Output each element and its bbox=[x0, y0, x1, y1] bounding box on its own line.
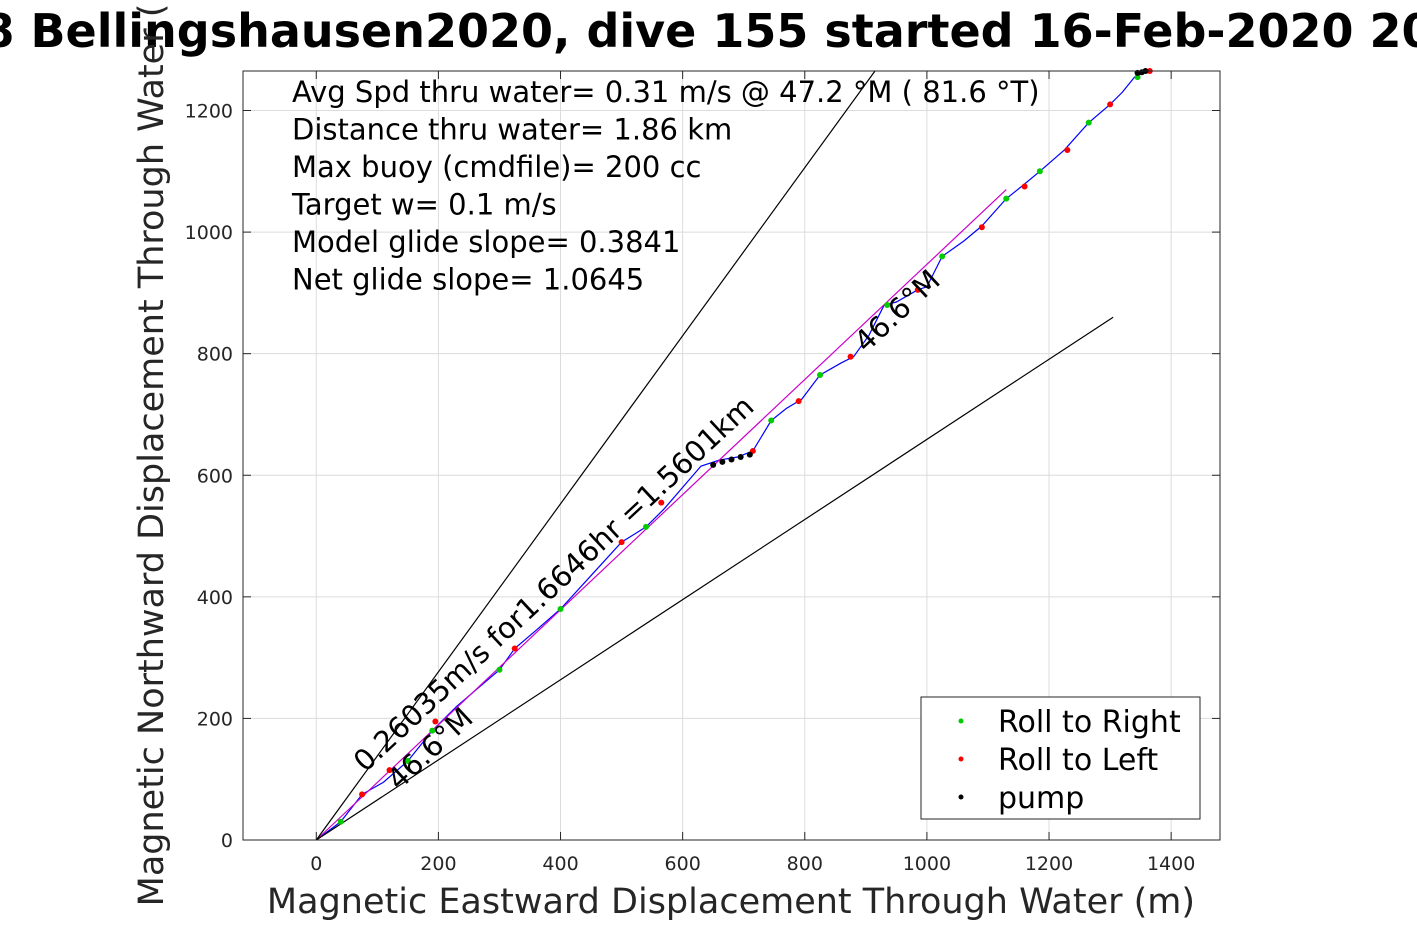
y-axis-label: Magnetic Northward Displacement Through … bbox=[132, 4, 172, 907]
marker-pump bbox=[710, 461, 717, 468]
info-line: Avg Spd thru water= 0.31 m/s @ 47.2 °M (… bbox=[292, 75, 1040, 109]
info-line: Distance thru water= 1.86 km bbox=[292, 113, 732, 147]
marker-roll-to-right bbox=[337, 818, 344, 825]
marker-roll-to-left bbox=[914, 286, 921, 293]
marker-roll-to-left bbox=[658, 499, 665, 506]
x-tick-label: 1000 bbox=[903, 853, 951, 875]
marker-roll-to-right bbox=[1036, 168, 1043, 175]
y-tick-label: 600 bbox=[197, 465, 233, 487]
legend-label: pump bbox=[998, 781, 1084, 816]
marker-roll-to-right bbox=[768, 417, 775, 424]
info-line: Net glide slope= 1.0645 bbox=[292, 263, 644, 297]
marker-roll-to-right bbox=[404, 757, 411, 764]
marker-roll-to-right bbox=[884, 302, 891, 309]
marker-roll-to-right bbox=[429, 727, 436, 734]
marker-roll-to-left bbox=[795, 398, 802, 405]
x-tick-label: 200 bbox=[420, 853, 456, 875]
marker-roll-to-right bbox=[557, 605, 564, 612]
series-layer bbox=[315, 70, 1150, 841]
x-tick-label: 1200 bbox=[1025, 853, 1073, 875]
y-tick-label: 400 bbox=[197, 587, 233, 609]
series-line-envelope-lower bbox=[315, 316, 1114, 841]
x-tick-label: 800 bbox=[787, 853, 823, 875]
marker-roll-to-left bbox=[1021, 183, 1028, 190]
marker-roll-to-right bbox=[939, 253, 946, 260]
legend-marker bbox=[958, 756, 964, 762]
marker-roll-to-right bbox=[496, 666, 503, 673]
legend-label: Roll to Right bbox=[998, 705, 1181, 740]
info-line: Model glide slope= 0.3841 bbox=[292, 225, 680, 259]
info-line: Max buoy (cmdfile)= 200 cc bbox=[292, 150, 701, 184]
info-line: Target w= 0.1 m/s bbox=[291, 188, 557, 222]
marker-roll-to-right bbox=[1134, 74, 1141, 81]
marker-roll-to-left bbox=[978, 224, 985, 231]
series-roll-to-right bbox=[337, 74, 1141, 825]
series-line-track bbox=[315, 70, 1150, 841]
marker-roll-to-left bbox=[847, 353, 854, 360]
marker-roll-to-right bbox=[643, 523, 650, 530]
legend-label: Roll to Left bbox=[998, 743, 1158, 778]
marker-roll-to-right bbox=[1085, 119, 1092, 126]
marker-roll-to-right bbox=[1003, 195, 1010, 202]
marker-pump bbox=[728, 456, 735, 463]
marker-roll-to-left bbox=[359, 791, 366, 798]
marker-roll-to-left bbox=[1064, 147, 1071, 154]
plot-frame bbox=[242, 70, 1221, 841]
y-tick-label: 1200 bbox=[185, 101, 233, 123]
series-line-envelope-upper bbox=[315, 70, 876, 841]
y-tick-label: 800 bbox=[197, 344, 233, 366]
x-tick-label: 1400 bbox=[1147, 853, 1195, 875]
marker-pump bbox=[737, 454, 744, 461]
x-tick-label: 0 bbox=[310, 853, 322, 875]
chart-title: 8 Bellingshausen2020, dive 155 started 1… bbox=[0, 4, 1417, 58]
marker-pump bbox=[746, 451, 753, 458]
marker-roll-to-left bbox=[386, 767, 393, 774]
marker-roll-to-left bbox=[1107, 101, 1114, 108]
marker-roll-to-left bbox=[432, 718, 439, 725]
marker-roll-to-left bbox=[618, 539, 625, 546]
marker-roll-to-left bbox=[511, 645, 518, 652]
y-tick-label: 0 bbox=[221, 830, 233, 852]
info-text-block: Avg Spd thru water= 0.31 m/s @ 47.2 °M (… bbox=[291, 75, 1040, 297]
legend-marker bbox=[958, 718, 964, 724]
y-tick-label: 200 bbox=[197, 708, 233, 730]
marker-roll-to-right bbox=[817, 371, 824, 378]
legend-box bbox=[920, 696, 1201, 820]
x-tick-label: 600 bbox=[665, 853, 701, 875]
x-tick-label: 400 bbox=[542, 853, 578, 875]
axis-ticks: 0 200 400 600 800 1000 1200 1400 0 200 400 600 800 10… bbox=[185, 71, 1220, 875]
series-roll-to-left bbox=[359, 68, 1153, 798]
x-axis-label: Magnetic Eastward Displacement Through W… bbox=[267, 882, 1195, 922]
marker-pump bbox=[719, 458, 726, 465]
markers-layer bbox=[337, 68, 1153, 825]
y-tick-label: 1000 bbox=[185, 222, 233, 244]
legend-marker bbox=[958, 794, 964, 800]
